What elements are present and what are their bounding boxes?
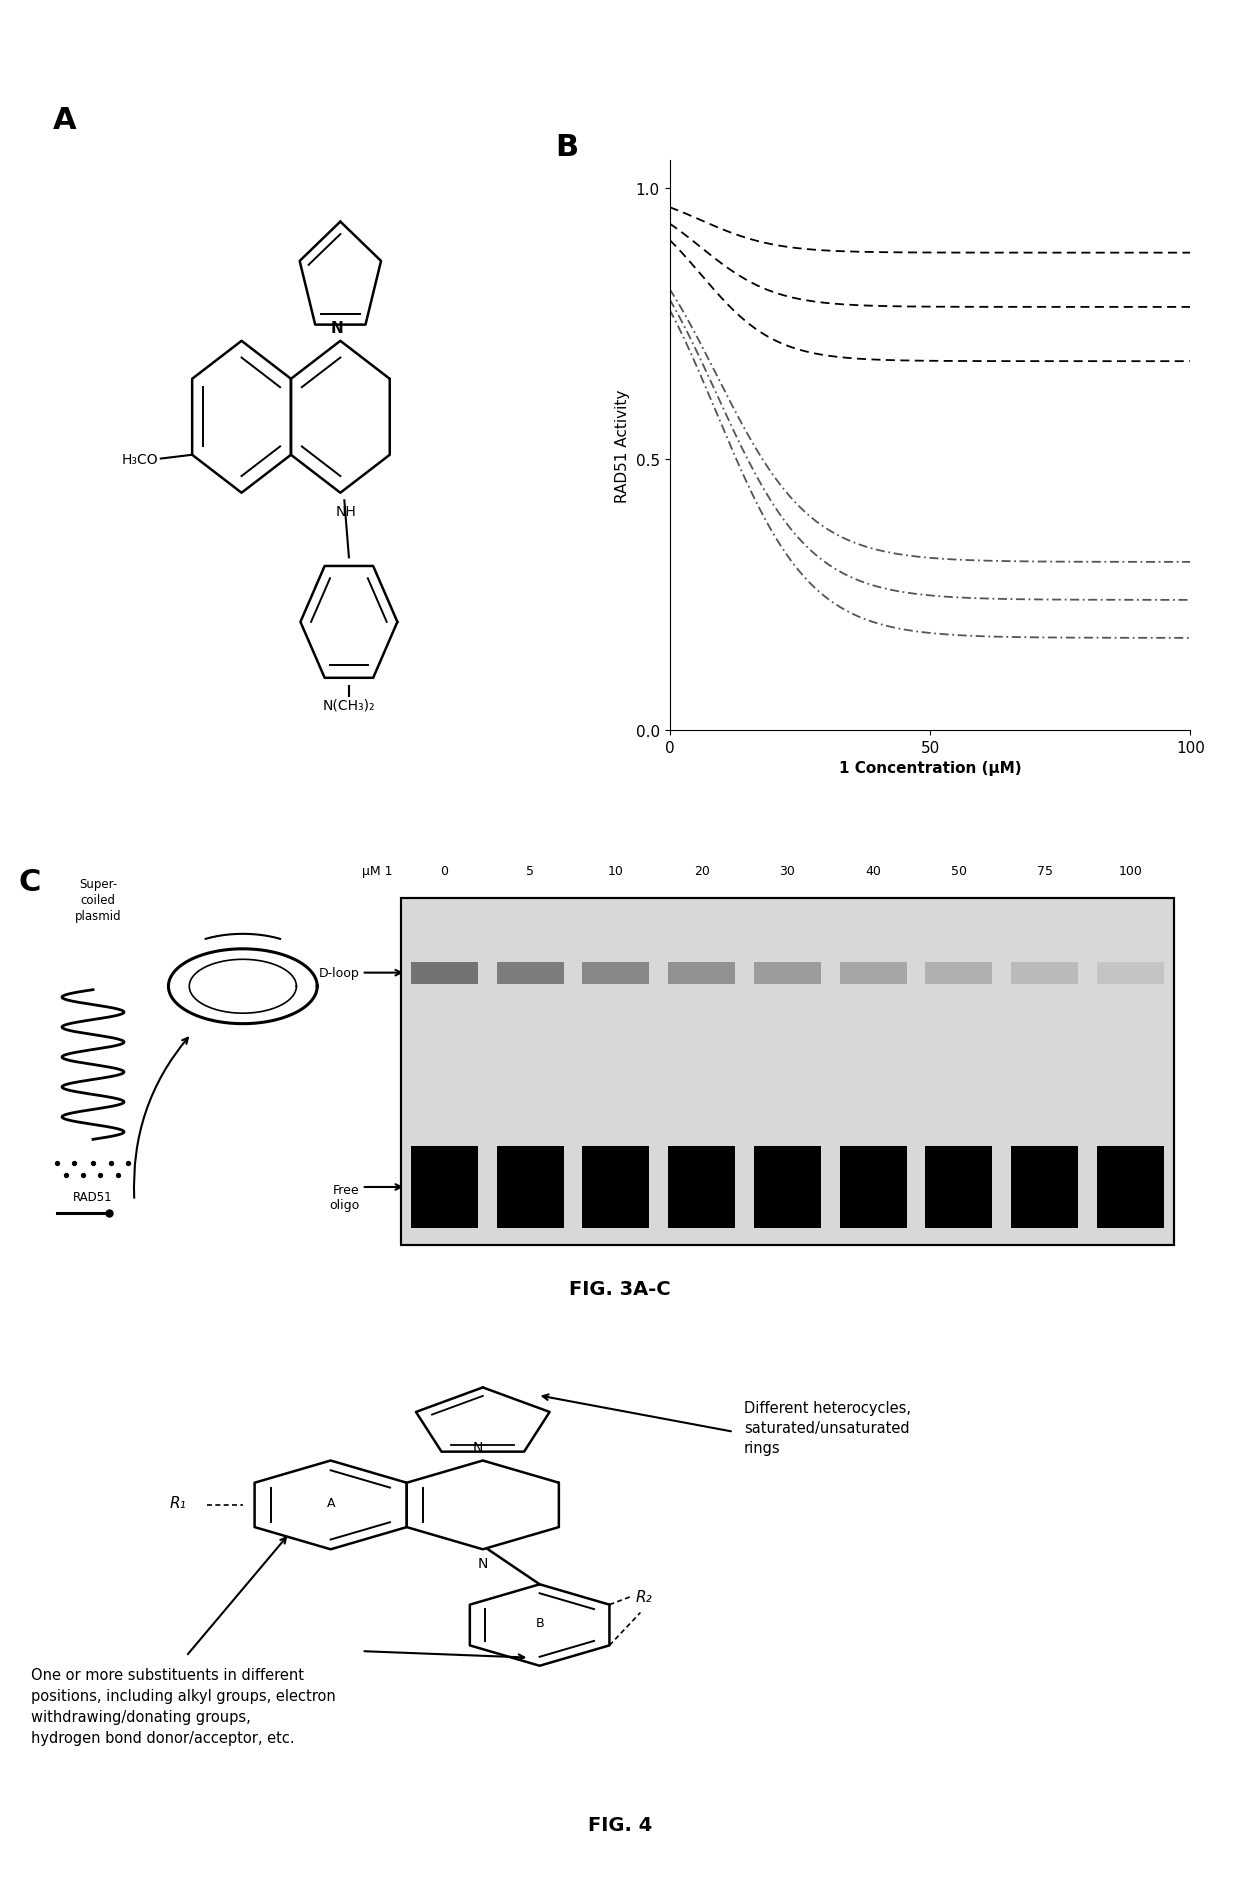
Bar [410, 1146, 477, 1228]
Bar [497, 1146, 563, 1228]
X-axis label: 1 Concentration (μM): 1 Concentration (μM) [838, 761, 1022, 776]
Text: μM 1: μM 1 [362, 865, 392, 877]
Bar [401, 898, 1174, 1245]
Text: 75: 75 [1037, 865, 1053, 877]
Bar [839, 962, 906, 983]
Bar [1012, 1146, 1078, 1228]
Text: N: N [477, 1556, 489, 1570]
Text: 30: 30 [780, 865, 795, 877]
Bar [1097, 1146, 1164, 1228]
Text: H₃CO: H₃CO [122, 452, 157, 467]
Text: N: N [331, 321, 343, 336]
Text: Free
oligo: Free oligo [330, 1184, 360, 1211]
Text: 10: 10 [608, 865, 624, 877]
Bar [401, 898, 1174, 1245]
Bar [583, 962, 650, 983]
Bar [1097, 962, 1164, 983]
Text: Different heterocycles,
saturated/unsaturated
rings: Different heterocycles, saturated/unsatu… [744, 1401, 911, 1456]
Text: FIG. 3A-C: FIG. 3A-C [569, 1279, 671, 1298]
Bar [497, 962, 563, 983]
Bar [839, 1146, 906, 1228]
Bar [925, 962, 992, 983]
Text: NH: NH [336, 505, 356, 518]
Bar [754, 962, 821, 983]
Bar [925, 1146, 992, 1228]
Text: Super-
coiled
plasmid: Super- coiled plasmid [74, 879, 122, 922]
Text: N: N [472, 1441, 482, 1454]
Bar [668, 1146, 735, 1228]
Bar [410, 962, 477, 983]
Text: A: A [326, 1496, 335, 1509]
Text: 20: 20 [693, 865, 709, 877]
Bar [668, 962, 735, 983]
Text: R₂: R₂ [635, 1589, 652, 1604]
Text: R₁: R₁ [169, 1496, 186, 1511]
Text: 0: 0 [440, 865, 449, 877]
Bar [754, 1146, 821, 1228]
Text: D-loop: D-loop [319, 966, 360, 979]
Text: 50: 50 [951, 865, 967, 877]
Text: RAD51: RAD51 [73, 1190, 113, 1203]
Text: One or more substituents in different
positions, including alkyl groups, electro: One or more substituents in different po… [31, 1666, 336, 1744]
Text: C: C [19, 867, 41, 896]
Text: N(CH₃)₂: N(CH₃)₂ [322, 698, 376, 712]
Text: B: B [536, 1615, 544, 1628]
Text: 100: 100 [1118, 865, 1142, 877]
Text: 40: 40 [866, 865, 882, 877]
Text: 5: 5 [526, 865, 534, 877]
Bar [1012, 962, 1078, 983]
Text: FIG. 4: FIG. 4 [588, 1814, 652, 1833]
Bar [583, 1146, 650, 1228]
Y-axis label: RAD51 Activity: RAD51 Activity [615, 389, 630, 503]
Text: A: A [53, 106, 77, 135]
Legend: ssDNA binding, D-loop formation: ssDNA binding, D-loop formation [854, 898, 1006, 941]
Text: B: B [556, 133, 578, 161]
